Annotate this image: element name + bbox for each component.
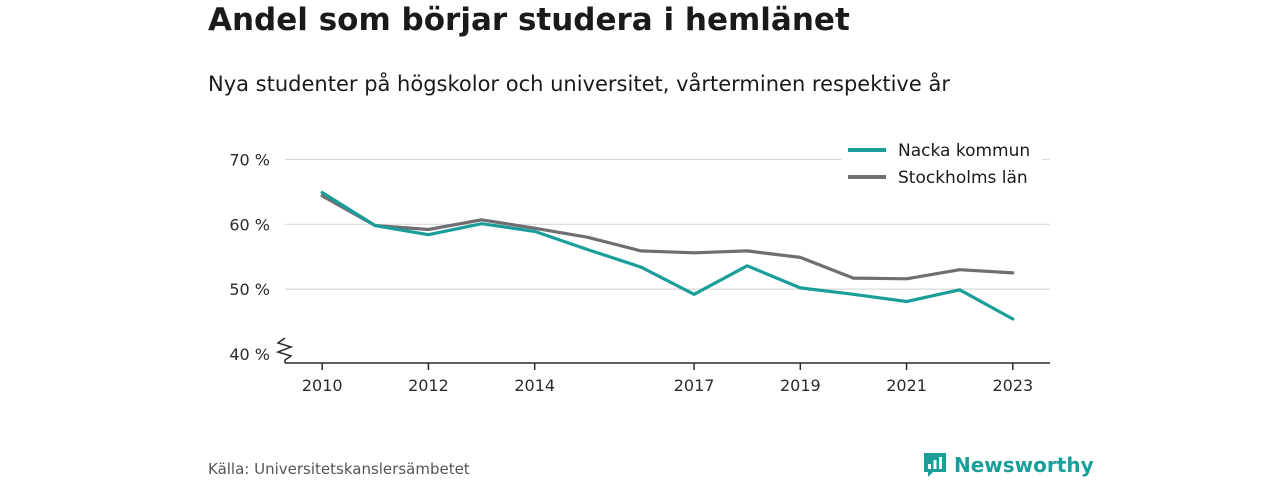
y-tick-label-50: 50 % <box>229 280 270 299</box>
newsworthy-logo-icon <box>924 453 946 477</box>
x-tick-label-2012: 2012 <box>408 376 449 395</box>
legend-label-0: Nacka kommun <box>898 141 1030 161</box>
axes: 40 % 50 % 60 % 70 % 2010 2012 2014 2017 2019 2021… <box>229 150 1050 395</box>
line-chart: 40 % 50 % 60 % 70 % 2010 2012 2014 2017 2019 2021… <box>229 138 1050 395</box>
chart-title: Andel som börjar studera i hemlänet <box>208 2 850 38</box>
chart-subtitle: Nya studenter på högskolor och universit… <box>208 72 950 96</box>
series-line-1 <box>320 194 1015 281</box>
brand-logo: Newsworthy <box>922 451 1094 479</box>
legend-bg-0 <box>842 138 1042 160</box>
x-tick-label-2010: 2010 <box>302 376 343 395</box>
legend-bg-1 <box>842 165 1042 187</box>
y-tick-label-40: 40 % <box>229 345 270 364</box>
x-tick-label-2019: 2019 <box>780 376 821 395</box>
series-line-0 <box>320 190 1015 321</box>
series-lines <box>320 190 1015 321</box>
x-tick-label-2023: 2023 <box>992 376 1033 395</box>
legend-label-1: Stockholms län <box>898 168 1028 188</box>
x-tick-label-2017: 2017 <box>674 376 715 395</box>
x-tick-label-2021: 2021 <box>886 376 927 395</box>
source-note: Källa: Universitetskanslersämbetet <box>208 460 470 478</box>
x-tick-label-2014: 2014 <box>514 376 555 395</box>
y-tick-label-60: 60 % <box>229 215 270 234</box>
y-tick-label-70: 70 % <box>229 150 270 169</box>
y-axis-break-icon <box>275 337 294 363</box>
brand-name: Newsworthy <box>954 453 1094 477</box>
legend: Nacka kommun Stockholms län <box>842 138 1042 188</box>
